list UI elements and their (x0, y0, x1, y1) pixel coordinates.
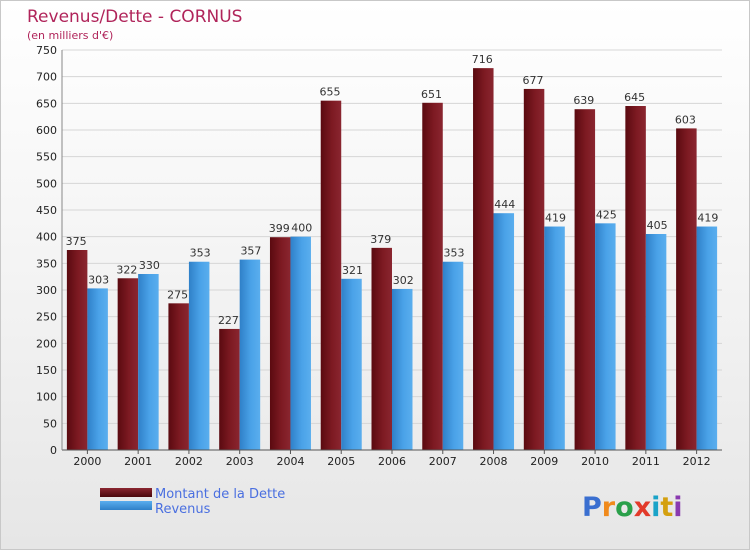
bar-revenus (544, 226, 565, 450)
chart-title: Revenus/Dette - CORNUS (27, 7, 242, 27)
x-tick-label: 2003 (226, 455, 254, 468)
value-label-revenus: 353 (190, 247, 211, 260)
value-label-revenus: 405 (647, 219, 668, 232)
bar-revenus (493, 213, 515, 450)
legend: Montant de la Dette Revenus (100, 487, 285, 517)
value-label-dette: 677 (523, 74, 544, 87)
legend-swatch-revenus (100, 501, 152, 510)
value-label-dette: 227 (218, 314, 239, 327)
legend-label-dette: Montant de la Dette (155, 487, 285, 502)
bar-dette (523, 88, 545, 450)
x-tick-label: 2012 (683, 455, 711, 468)
bar-dette (676, 128, 697, 450)
bar-dette (574, 109, 596, 450)
y-tick-label: 300 (36, 284, 57, 297)
bar-revenus (341, 278, 362, 450)
value-label-dette: 603 (675, 113, 696, 126)
y-tick-label: 200 (36, 337, 57, 350)
x-tick-label: 2001 (124, 455, 152, 468)
value-label-dette: 645 (624, 91, 645, 104)
x-tick-label: 2006 (378, 455, 406, 468)
value-label-revenus: 303 (88, 273, 109, 286)
legend-swatch-dette (100, 488, 152, 497)
x-tick-label: 2011 (632, 455, 660, 468)
bar-revenus (239, 259, 261, 450)
value-labels: 375 303 322 330 275 353 227 357 399 400 655 321 379 3… (66, 53, 719, 327)
y-tick-label: 600 (36, 124, 57, 137)
value-label-dette: 655 (319, 86, 340, 99)
y-tick-label: 450 (36, 204, 57, 217)
value-label-dette: 379 (370, 233, 391, 246)
value-label-revenus: 425 (596, 208, 617, 221)
y-tick-label: 0 (50, 444, 57, 457)
value-label-revenus: 330 (139, 259, 160, 272)
value-label-dette: 716 (472, 53, 493, 66)
value-label-dette: 639 (573, 94, 594, 107)
value-label-revenus: 444 (494, 198, 515, 211)
y-tick-label: 650 (36, 97, 57, 110)
value-label-revenus: 419 (697, 212, 718, 225)
value-label-revenus: 419 (545, 212, 566, 225)
bar-dette (219, 328, 240, 450)
bar-revenus (442, 261, 464, 450)
y-tick-label: 100 (36, 391, 57, 404)
value-label-revenus: 357 (240, 245, 261, 258)
bar-dette (371, 247, 392, 450)
legend-label-revenus: Revenus (155, 502, 211, 517)
bar-revenus (392, 288, 413, 450)
bar-dette (117, 278, 139, 450)
y-tick-label: 400 (36, 231, 57, 244)
bar-revenus (696, 226, 718, 450)
bar-dette (320, 100, 342, 451)
x-tick-label: 2008 (480, 455, 508, 468)
value-label-dette: 375 (66, 235, 87, 248)
x-tick-label: 2004 (276, 455, 304, 468)
y-tick-label: 550 (36, 151, 57, 164)
bar-revenus (138, 274, 159, 450)
value-label-dette: 651 (421, 88, 442, 101)
bar-revenus (188, 261, 210, 450)
value-label-dette: 275 (167, 288, 188, 301)
y-tick-label: 50 (43, 417, 57, 430)
value-label-revenus: 302 (393, 274, 414, 287)
chart-subtitle: (en milliers d'€) (27, 29, 113, 42)
bar-revenus (595, 223, 616, 450)
bar-dette (473, 68, 494, 450)
x-tick-label: 2005 (327, 455, 355, 468)
y-tick-label: 500 (36, 177, 57, 190)
x-tick-label: 2002 (175, 455, 203, 468)
bar-dette (168, 303, 189, 450)
bar-dette (269, 237, 291, 450)
y-tick-label: 250 (36, 311, 57, 324)
value-label-revenus: 353 (444, 247, 465, 260)
x-axis-ticks: 2000 2001 2002 2003 2004 2005 2006 2007 2008 2009… (73, 450, 711, 468)
bar-revenus (645, 234, 667, 450)
bar-revenus (290, 236, 311, 450)
x-tick-label: 2009 (530, 455, 558, 468)
bar-dette (66, 250, 88, 450)
bar-revenus (87, 288, 108, 450)
value-label-revenus: 321 (342, 264, 363, 277)
bars (66, 68, 718, 451)
y-tick-label: 700 (36, 71, 57, 84)
value-label-revenus: 400 (291, 222, 312, 235)
y-tick-label: 150 (36, 364, 57, 377)
value-label-dette: 399 (269, 222, 290, 235)
y-tick-label: 750 (36, 44, 57, 57)
x-tick-label: 2010 (581, 455, 609, 468)
value-label-dette: 322 (116, 263, 137, 276)
bar-dette (625, 106, 646, 450)
bar-dette (422, 102, 443, 451)
x-tick-label: 2000 (73, 455, 101, 468)
x-tick-label: 2007 (429, 455, 457, 468)
y-axis-ticks: 0 50 100 150 200 250 300 350 400 450 500 550 600 650 7… (36, 44, 57, 457)
y-tick-label: 350 (36, 257, 57, 270)
proxiti-logo: Proxiti (582, 492, 683, 523)
